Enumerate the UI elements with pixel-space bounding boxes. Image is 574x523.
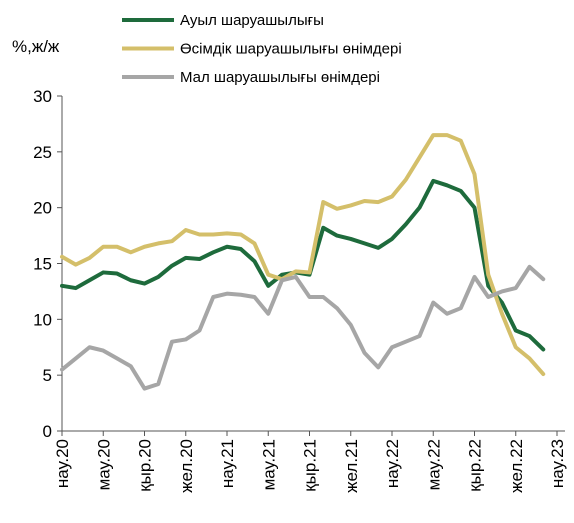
x-tick-label: мау.21 bbox=[259, 439, 278, 490]
legend-label: Ауыл шаруашылығы bbox=[180, 12, 324, 29]
series-line bbox=[60, 133, 546, 377]
y-tick-label: 5 bbox=[43, 366, 52, 385]
y-tick-label: 10 bbox=[33, 310, 52, 329]
x-tick-label: қыр.21 bbox=[301, 439, 320, 492]
x-tick-label: нау.23 bbox=[548, 439, 567, 488]
x-tick-label: нау.21 bbox=[218, 439, 237, 488]
series-line bbox=[60, 178, 546, 352]
y-tick-label: 0 bbox=[43, 422, 52, 441]
x-tick-label: нау.22 bbox=[383, 439, 402, 488]
legend-label: Өсімдік шаруашылығы өнімдері bbox=[180, 41, 402, 58]
y-axis-label: %,ж/ж bbox=[12, 37, 60, 56]
x-tick-label: мау.22 bbox=[424, 439, 443, 490]
y-tick-label: 25 bbox=[33, 143, 52, 162]
x-tick-label: жел.20 bbox=[177, 439, 196, 493]
x-tick-label: мау.20 bbox=[94, 439, 113, 490]
x-tick-label: қыр.20 bbox=[136, 439, 155, 492]
series-line bbox=[60, 264, 546, 391]
x-tick-label: жел.21 bbox=[342, 439, 361, 493]
y-tick-label: 20 bbox=[33, 199, 52, 218]
y-tick-label: 15 bbox=[33, 255, 52, 274]
x-tick-label: нау.20 bbox=[53, 439, 72, 488]
y-tick-label: 30 bbox=[33, 87, 52, 106]
x-tick-label: жел.22 bbox=[507, 439, 526, 493]
x-tick-label: қыр.22 bbox=[466, 439, 485, 492]
legend-label: Мал шаруашылығы өнімдері bbox=[180, 69, 380, 86]
